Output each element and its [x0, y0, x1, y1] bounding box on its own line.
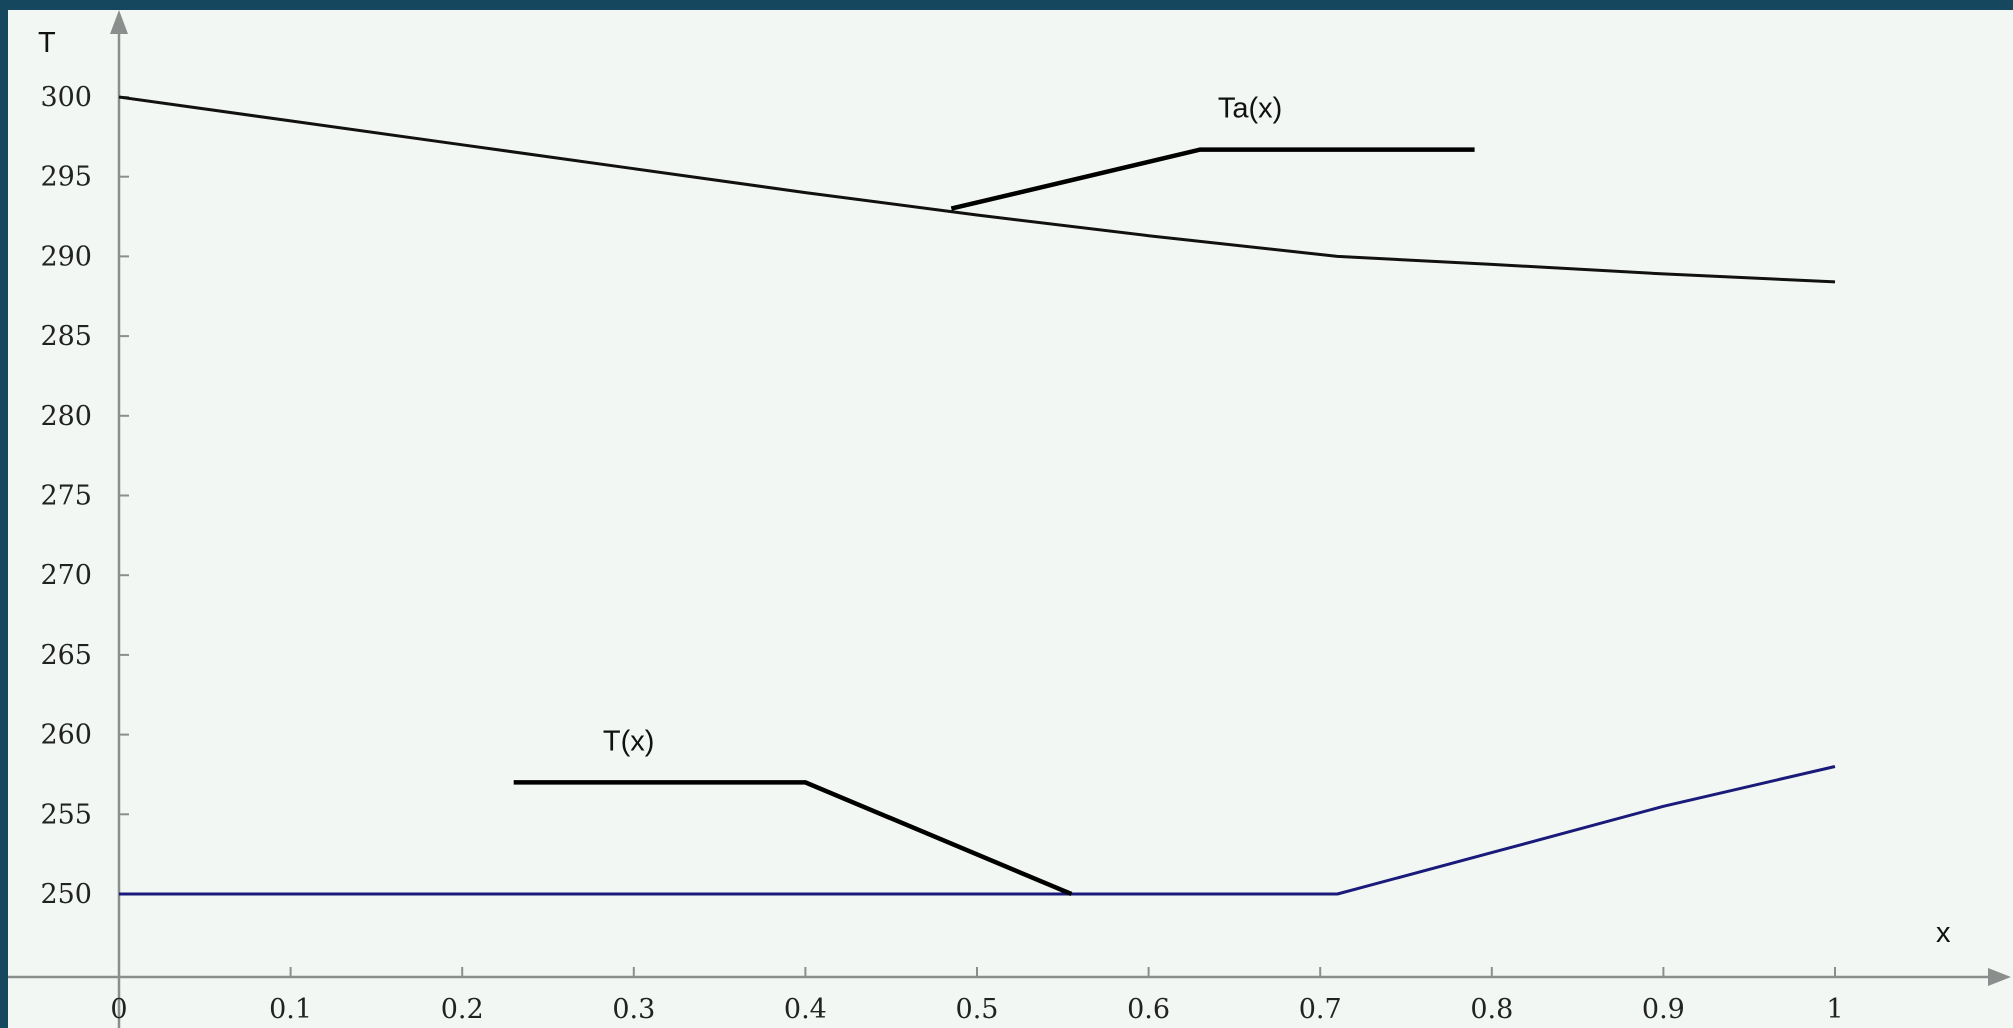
- x-tick-label: 0: [110, 994, 127, 1025]
- y-tick-label: 280: [40, 401, 92, 432]
- y-tick-label: 290: [40, 241, 92, 272]
- y-tick-label: 275: [40, 481, 92, 512]
- y-axis-arrow: [110, 10, 128, 34]
- y-axis-label: T: [38, 27, 56, 59]
- x-tick-label: 0.7: [1299, 994, 1342, 1025]
- annotation-label: Ta(x): [1218, 93, 1282, 125]
- y-tick-label: 255: [40, 799, 92, 830]
- x-tick-label: 0.2: [441, 994, 484, 1025]
- x-tick-label: 0.1: [269, 994, 312, 1025]
- series-line-1: [118, 95, 1836, 284]
- y-tick-label: 295: [40, 162, 92, 193]
- y-tick-label: 260: [40, 720, 92, 751]
- y-tick-label: 285: [40, 321, 92, 352]
- x-tick-label: 0.8: [1470, 994, 1513, 1025]
- ticks: 0 0.1 0.2 0.3 0.4 0.5 0.6 0.7 0.8 0.9 1 250 255 260 26…: [40, 82, 1843, 1025]
- y-tick-label: 270: [40, 560, 92, 591]
- x-tick-label: 0.9: [1642, 994, 1685, 1025]
- line-chart: 0 0.1 0.2 0.3 0.4 0.5 0.6 0.7 0.8 0.9 1 250 255 260 26…: [8, 10, 2011, 1028]
- series-line-2: [119, 765, 1836, 896]
- x-axis-arrow: [1988, 968, 2011, 986]
- annotation-leader-2: [513, 780, 1073, 897]
- annotations: Ta(x) T(x): [513, 93, 1475, 897]
- y-tick-label: 300: [40, 82, 92, 113]
- chart-canvas: 0 0.1 0.2 0.3 0.4 0.5 0.6 0.7 0.8 0.9 1 250 255 260 26…: [8, 10, 2013, 1028]
- y-tick-label: 250: [40, 879, 92, 910]
- axes: [8, 10, 2011, 1028]
- x-tick-label: 1: [1826, 994, 1843, 1025]
- x-tick-label: 0.3: [612, 994, 655, 1025]
- x-tick-label: 0.6: [1127, 994, 1170, 1025]
- series-lines: [118, 95, 1836, 896]
- x-tick-label: 0.4: [784, 994, 827, 1025]
- annotation-label: T(x): [603, 725, 655, 757]
- annotation-leader-1: [950, 147, 1475, 211]
- x-axis-label: x: [1936, 917, 1951, 949]
- x-tick-label: 0.5: [956, 994, 999, 1025]
- y-tick-label: 265: [40, 640, 92, 671]
